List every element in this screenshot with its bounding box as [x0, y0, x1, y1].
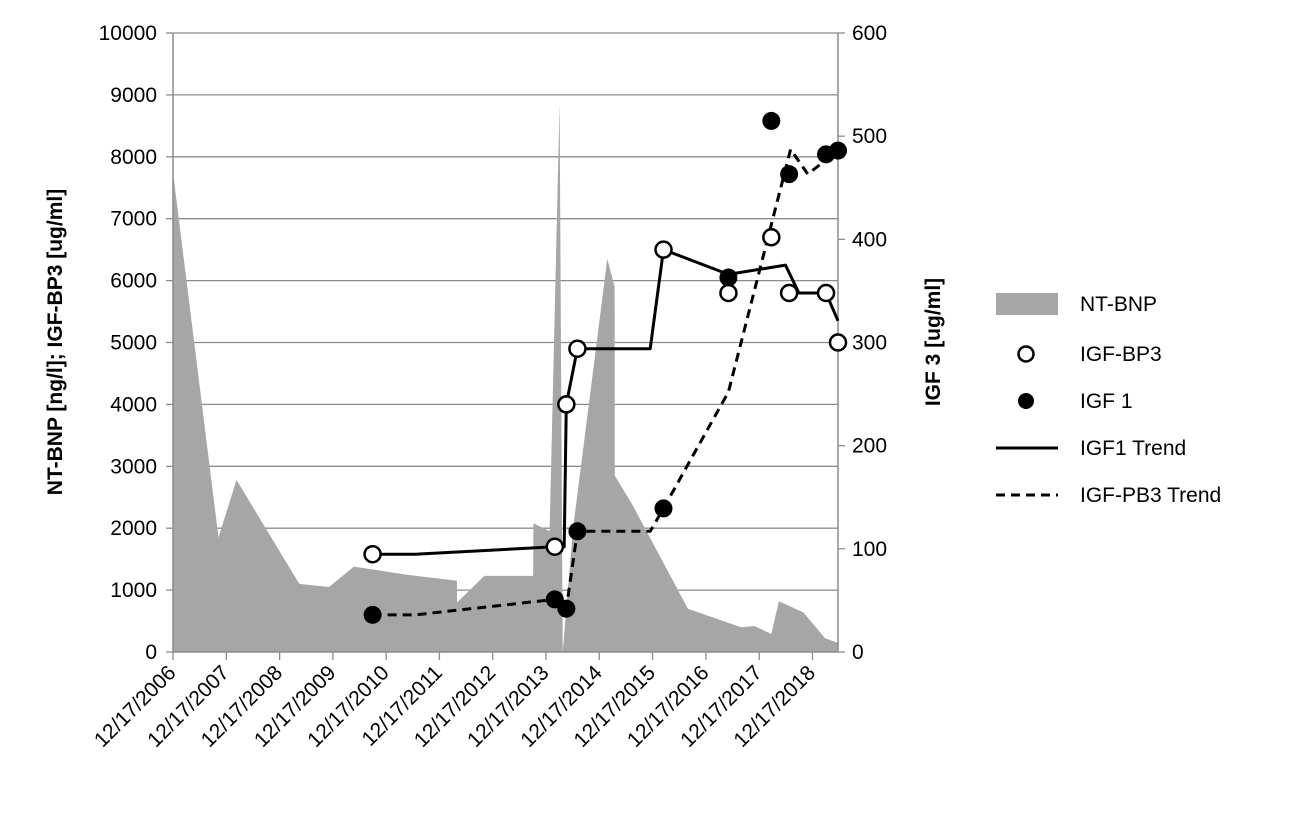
point-igf-bp3-2 [557, 395, 576, 414]
y-left-tick-label-4: 4000 [110, 393, 157, 416]
y-right-tick-label-0: 0 [852, 641, 864, 664]
point-igf-1-7 [780, 165, 799, 184]
point-igf-bp3-5 [719, 283, 738, 303]
point-igf-bp3-9 [828, 333, 848, 352]
legend-label-igf-bp3: IGF-BP3 [1080, 343, 1162, 366]
point-igf-bp3-7 [779, 283, 799, 303]
point-igf-1-4 [654, 499, 673, 518]
point-igf-1-0 [363, 605, 382, 624]
y-left-tick-label-7: 7000 [110, 208, 157, 231]
legend-label-igf1-trend: IGF1 Trend [1080, 437, 1186, 460]
y-right-tick-label-4: 400 [852, 228, 887, 251]
area-layer [173, 102, 838, 652]
y-right-tick-label-2: 200 [852, 435, 887, 458]
y-left-tick-label-0: 0 [145, 641, 157, 664]
point-igf-1-6 [762, 111, 781, 130]
point-igf-1-9 [829, 141, 847, 160]
point-igf-bp3-1 [545, 537, 565, 557]
y-left-tick-label-3: 3000 [110, 455, 157, 478]
point-igf-bp3-3 [568, 339, 587, 358]
point-igf-bp3-0 [363, 544, 382, 564]
area-nt-bnp [173, 102, 838, 652]
y-right-tick-label-3: 300 [852, 332, 887, 355]
y-left-tick-label-2: 2000 [110, 517, 157, 540]
legend-label-nt-bnp: NT-BNP [1080, 293, 1157, 316]
point-igf-1-2 [557, 599, 576, 618]
line-igf-pb3-trend [372, 147, 839, 617]
y-left-tick-label-5: 5000 [110, 332, 157, 355]
y-left-tick-label-1: 1000 [110, 579, 157, 602]
legend-marker-igf-bp3 [1017, 345, 1035, 363]
point-igf-bp3-4 [654, 240, 673, 259]
y-left-tick-label-10: 10000 [99, 22, 157, 45]
legend-swatch-nt-bnp [996, 293, 1058, 315]
legend-label-igf-1: IGF 1 [1080, 390, 1133, 413]
point-igf-1-3 [568, 522, 587, 541]
point-igf-bp3-8 [816, 283, 836, 303]
y-left-tick-label-8: 8000 [110, 146, 157, 169]
legend: NT-BNP IGF-BP3 IGF 1 IGF1 Trend IGF-PB3 … [996, 293, 1221, 507]
y-left-tick-label-6: 6000 [110, 270, 157, 293]
point-igf-1-5 [719, 268, 738, 287]
markers [363, 111, 848, 624]
legend-marker-igf-1 [1018, 393, 1034, 409]
y-right-tick-label-1: 100 [852, 538, 887, 561]
y-right-tick-label-6: 600 [852, 22, 887, 45]
point-igf-bp3-6 [762, 228, 781, 247]
y-left-tick-label-9: 9000 [110, 84, 157, 107]
y-right-axis-title: IGF 3 [ug/ml] [922, 278, 945, 406]
legend-label-igf-pb3-trend: IGF-PB3 Trend [1080, 484, 1221, 507]
y-left-axis-title: NT-BNP [ng/l]; IGF-BP3 [ug/ml] [44, 189, 67, 495]
gridlines [173, 32, 838, 591]
y-right-tick-label-5: 500 [852, 125, 887, 148]
